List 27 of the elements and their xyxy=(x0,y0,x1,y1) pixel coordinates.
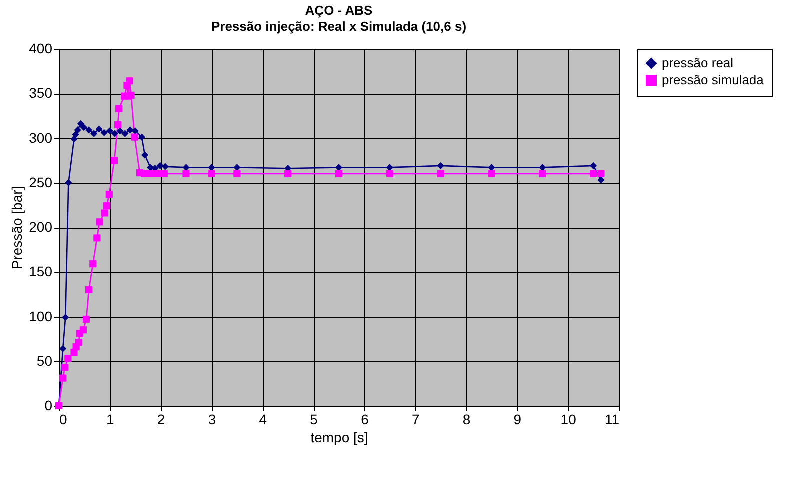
y-tick-label: 50 xyxy=(36,352,53,369)
y-tick-label: 400 xyxy=(29,40,53,56)
x-tick-label: 9 xyxy=(514,412,522,428)
x-tick-label: 8 xyxy=(462,412,471,428)
y-tick-label: 250 xyxy=(29,174,53,190)
y-tick-label: 300 xyxy=(29,130,53,146)
y-axis-title: Pressão [bar] xyxy=(9,186,26,270)
y-tick-label: 150 xyxy=(29,264,53,280)
chart-title: AÇO - ABS xyxy=(305,3,374,18)
chart-subtitle: Pressão injeção: Real x Simulada (10,6 s) xyxy=(211,19,467,34)
x-tick-label: 5 xyxy=(310,412,318,428)
x-tick-label: 10 xyxy=(560,412,577,428)
x-tick-label: 6 xyxy=(361,412,370,428)
x-tick-label: 1 xyxy=(106,412,115,428)
x-tick-label: 11 xyxy=(604,412,620,428)
x-tick-label: 7 xyxy=(412,412,420,428)
y-tick-label: 100 xyxy=(29,308,53,324)
x-tick-label: 0 xyxy=(60,412,68,428)
legend-label: pressão simulada xyxy=(662,72,765,88)
x-tick-label: 2 xyxy=(157,412,166,428)
y-tick-label: 200 xyxy=(29,219,53,235)
x-tick-label: 3 xyxy=(208,412,216,428)
y-tick-label: 350 xyxy=(29,85,53,102)
x-axis-title: tempo [s] xyxy=(310,430,368,446)
x-tick-label: 4 xyxy=(259,412,268,428)
legend-label: pressão real xyxy=(662,56,734,70)
y-tick-label: 0 xyxy=(44,398,53,414)
